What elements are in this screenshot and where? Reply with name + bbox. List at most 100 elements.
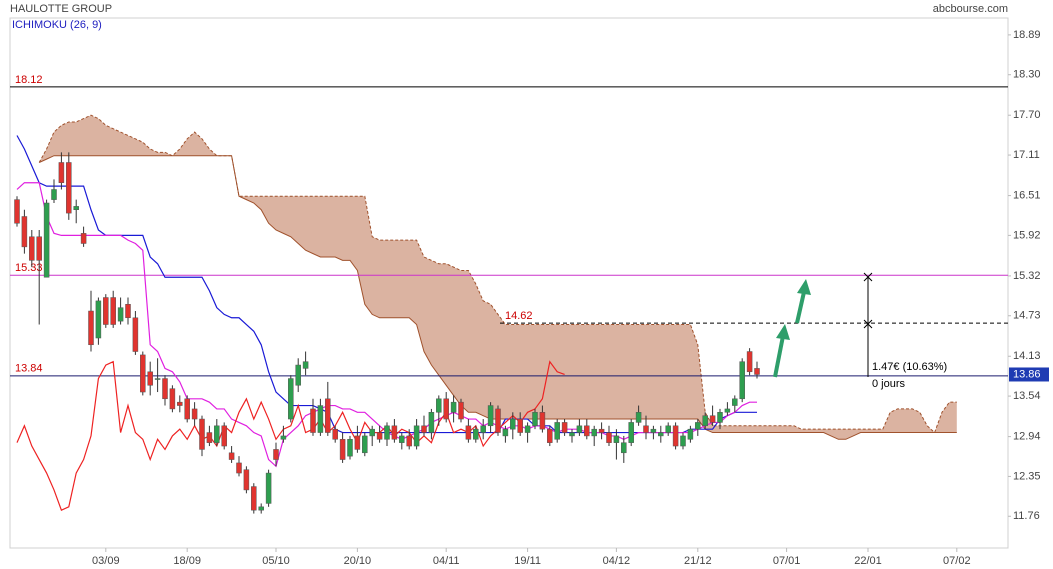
candle-body: [532, 412, 538, 427]
candle-body: [709, 415, 716, 423]
candle-body: [325, 398, 331, 433]
arrow-head: [776, 324, 790, 340]
candle-body: [214, 425, 220, 443]
candle-body: [739, 361, 745, 400]
candle-body: [428, 412, 435, 433]
indicator-line: [16, 360, 565, 512]
candle-body: [695, 422, 701, 430]
candle-body: [480, 425, 486, 433]
candle-body: [347, 439, 353, 457]
candle-body: [376, 432, 383, 440]
x-tick-label: 07/01: [773, 555, 801, 567]
x-tick-label: 05/10: [262, 555, 290, 567]
candle-body: [717, 412, 723, 423]
y-tick-label: 15.32: [1013, 270, 1041, 282]
candle-body: [399, 435, 405, 443]
candle-body: [95, 300, 102, 339]
candle-body: [635, 412, 642, 423]
candle-body: [487, 405, 494, 427]
y-tick-label: 17.11: [1013, 149, 1040, 161]
candle-body: [288, 378, 294, 420]
candle-body: [606, 432, 612, 443]
candle-body: [66, 162, 72, 214]
x-tick-label: 03/09: [92, 555, 120, 567]
cloud-fill: [39, 115, 957, 440]
last-price-label: 13.86: [1013, 368, 1041, 380]
candle-body: [502, 428, 509, 437]
candle-body: [354, 435, 361, 450]
candle-body: [73, 206, 79, 210]
candle-body: [140, 354, 146, 393]
candle-body: [14, 199, 20, 224]
candle-body: [265, 472, 272, 504]
y-tick-label: 17.70: [1013, 109, 1041, 121]
candle-body: [236, 462, 242, 474]
x-tick-label: 19/11: [514, 555, 541, 567]
candle-body: [117, 307, 124, 322]
candle-body: [621, 442, 627, 454]
candle-body: [280, 435, 287, 440]
candle-body: [29, 236, 35, 261]
x-tick-label: 04/12: [603, 555, 631, 567]
candle-body: [613, 435, 620, 443]
y-tick-label: 13.54: [1013, 390, 1041, 402]
level-label: 15.33: [15, 262, 43, 274]
candle-body: [524, 425, 531, 433]
candle-body: [310, 408, 316, 433]
candle-body: [510, 418, 516, 430]
y-tick-label: 18.89: [1013, 29, 1041, 41]
annotation: 1.47€ (10.63%): [872, 361, 947, 373]
candle-body: [221, 425, 227, 447]
candle-body: [658, 432, 664, 437]
x-tick-label: 20/10: [344, 555, 372, 567]
candle-body: [125, 304, 131, 319]
candle-body: [206, 432, 213, 443]
candle-body: [591, 428, 597, 437]
y-tick-label: 14.73: [1013, 310, 1041, 322]
candle-body: [362, 435, 368, 454]
candle-body: [177, 401, 183, 406]
candle-body: [665, 425, 671, 433]
candle-body: [443, 398, 449, 420]
candle-body: [258, 506, 264, 511]
candle-body: [450, 401, 457, 413]
arrow: [795, 291, 806, 324]
candle-body: [436, 398, 442, 413]
y-tick-label: 16.51: [1013, 189, 1041, 201]
x-tick-label: 04/11: [433, 555, 460, 567]
chart-title: HAULOTTE GROUP: [10, 3, 112, 15]
candle-body: [317, 405, 324, 433]
source: abcbourse.com: [933, 3, 1008, 15]
candle-body: [295, 364, 301, 386]
candle-body: [36, 236, 42, 261]
x-tick-label: 07/02: [943, 555, 971, 567]
candle-body: [687, 428, 694, 440]
candle-body: [21, 216, 28, 248]
candle-body: [243, 469, 250, 491]
candle-body: [495, 408, 501, 433]
x-tick-label: 22/01: [854, 555, 882, 567]
candle-body: [584, 425, 590, 437]
candle-body: [273, 449, 279, 460]
plot-frame: [9, 17, 1009, 549]
candle-body: [569, 432, 575, 437]
candle-body: [251, 486, 257, 511]
candle-body: [421, 425, 427, 433]
candle-body: [391, 425, 398, 440]
last-price-tag: [1009, 367, 1049, 382]
candle-body: [147, 371, 153, 386]
candle-body: [702, 415, 708, 427]
y-tick-label: 12.35: [1013, 470, 1041, 482]
candle-body: [539, 412, 546, 430]
candle-body: [384, 425, 390, 440]
candle-body: [561, 422, 568, 433]
candle-body: [628, 422, 634, 443]
candle-body: [302, 361, 309, 369]
candle-body: [199, 418, 205, 450]
candle-body: [754, 368, 760, 375]
candle-body: [88, 310, 94, 346]
senkou-b: [38, 114, 957, 434]
candle-body: [746, 351, 753, 373]
